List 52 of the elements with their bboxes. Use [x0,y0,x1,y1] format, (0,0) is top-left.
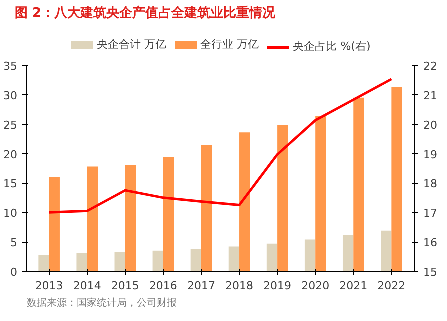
x-tick-label: 2018 [226,280,254,292]
legend-label: 全行业 万亿 [200,36,260,53]
chart-title: 图 2：八大建筑央企产值占全建筑业比重情况 [15,5,276,23]
bar [342,235,354,272]
x-tick-label: 2013 [35,280,64,292]
y2-tick-label: 18 [424,178,438,191]
y-tick-label: 10 [4,207,18,220]
y-tick-label: 15 [4,178,18,191]
bar [278,124,288,272]
bar [392,87,402,272]
y2-tick-label: 15 [424,266,438,279]
line-series [48,78,393,214]
legend-label: 央企占比 %(右) [293,39,371,56]
x-tick-label: 2019 [264,280,292,292]
bar [76,253,88,272]
bar [38,255,50,272]
x-tick-label: 2017 [187,280,216,292]
bar [266,244,278,272]
bar [152,250,164,272]
bar [190,249,202,272]
y2-tick-label: 22 [424,60,438,73]
y-tick-label: 5 [10,236,18,250]
y2-tick-label: 17 [424,207,438,220]
bar [87,166,98,272]
y2-tick-label: 16 [424,236,438,250]
bar [354,98,364,272]
x-tick-label: 2016 [149,280,178,292]
x-tick-label: 2020 [302,280,330,292]
y2-tick-label: 19 [424,148,438,162]
bar [228,246,240,272]
bar [114,252,126,272]
bar [163,157,174,272]
x-tick-label: 2021 [340,280,368,292]
source-note: 数据来源：国家统计局，公司财报 [27,297,177,311]
bar [381,230,392,272]
bar [240,132,250,272]
x-tick-label: 2015 [111,280,140,292]
y-tick-label: 20 [4,148,18,162]
bar [304,240,316,272]
y-tick-label: 25 [4,118,18,132]
y-tick-label: 35 [4,60,18,73]
bar [49,177,60,272]
bar [125,164,136,272]
y-tick-label: 30 [4,89,18,102]
x-tick-label: 2022 [378,280,406,292]
y2-tick-label: 20 [424,118,438,132]
y2-tick-label: 21 [424,89,438,102]
legend-label: 央企合计 万亿 [97,36,167,53]
x-tick-label: 2014 [73,280,102,292]
y-tick-label: 0 [10,266,18,279]
bar [316,116,326,272]
bar [201,146,212,272]
